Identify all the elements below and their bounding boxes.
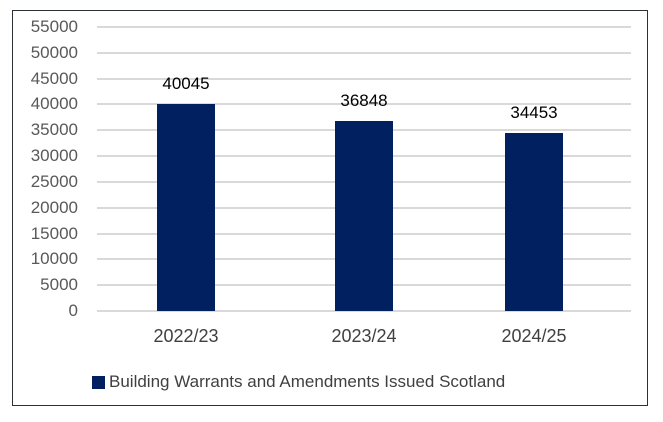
- x-tick-label: 2024/25: [501, 326, 567, 346]
- bar: [335, 120, 393, 311]
- y-tick-label: 40000: [30, 94, 78, 114]
- y-tick-label: 25000: [30, 171, 78, 191]
- data-label: 40045: [162, 74, 210, 94]
- legend-label: Building Warrants and Amendments Issued …: [109, 372, 506, 391]
- y-tick-label: 50000: [30, 42, 78, 62]
- y-tick-label: 30000: [30, 146, 78, 166]
- y-tick-label: 5000: [40, 275, 78, 295]
- y-tick-label: 55000: [30, 17, 78, 36]
- data-label: 34453: [510, 103, 558, 123]
- legend-swatch: [92, 375, 105, 389]
- gridline: [97, 310, 631, 312]
- bar: [157, 104, 215, 311]
- gridline: [97, 77, 631, 80]
- legend: Building Warrants and Amendments Issued …: [92, 372, 505, 392]
- x-tick-label: 2022/23: [153, 326, 219, 346]
- y-tick-label: 15000: [30, 223, 78, 243]
- y-tick-label: 10000: [30, 249, 78, 269]
- bar: [505, 133, 563, 311]
- y-tick-label: 45000: [30, 68, 78, 88]
- x-tick-label: 2023/24: [331, 326, 397, 346]
- y-tick-label: 35000: [30, 120, 78, 140]
- y-tick-label: 0: [68, 301, 78, 320]
- data-label: 36848: [340, 90, 388, 110]
- gridline: [97, 26, 631, 28]
- gridline: [97, 51, 631, 54]
- y-tick-label: 20000: [30, 197, 78, 217]
- gridline: [97, 103, 631, 106]
